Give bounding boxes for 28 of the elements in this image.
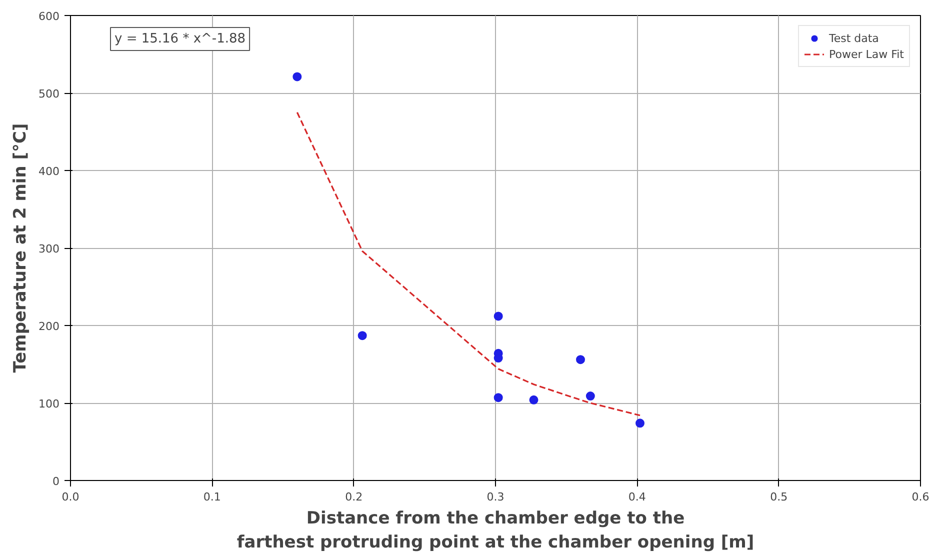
point	[586, 392, 595, 401]
y-tick-label: 500	[38, 88, 60, 100]
x-tick-label: 0.5	[770, 490, 788, 504]
point	[358, 331, 367, 340]
point	[576, 355, 585, 364]
x-tick-label: 0.6	[912, 490, 930, 504]
y-tick-label: 0	[52, 475, 60, 488]
y-tick-label: 100	[38, 398, 60, 410]
line-series	[296, 112, 641, 416]
x-tick-label: 0.2	[345, 490, 363, 504]
y-axis-title: Temperature at 2 min [°C]	[10, 123, 31, 373]
annotation: y = 15.16 * x^-1.88	[114, 32, 246, 46]
x-tick-label: 0.4	[628, 490, 646, 504]
x-tick-label: 0.0	[62, 490, 80, 504]
y-tick-label: 400	[38, 165, 60, 178]
legend-label: Power Law Fit	[828, 47, 904, 61]
point	[292, 72, 302, 82]
point	[636, 418, 644, 428]
point	[529, 395, 538, 404]
y-tick-label: 600	[38, 10, 60, 23]
point	[494, 312, 503, 321]
legend-label: Test data	[828, 31, 879, 45]
x-axis-title: Distance from the chamber edge to the farthest protruding point at the chamber opening [m]	[236, 508, 754, 552]
y-tick-label: 200	[38, 320, 60, 333]
point	[494, 393, 503, 402]
y-tick-label: 300	[38, 242, 60, 256]
x-tick-label: 0.1	[203, 490, 221, 504]
x-tick-label: 0.3	[486, 490, 504, 504]
